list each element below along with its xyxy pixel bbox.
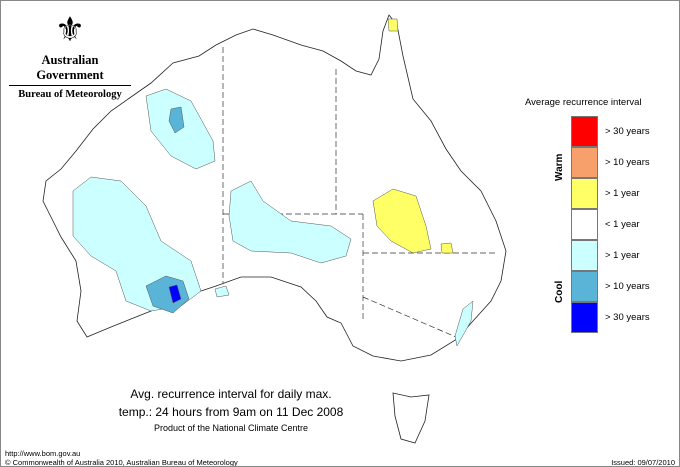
- bureau-name: Bureau of Meteorology: [9, 85, 131, 100]
- legend-swatch: [571, 209, 598, 240]
- footer-copyright: © Commonwealth of Australia 2010, Austra…: [5, 458, 238, 467]
- tasmania-outline: [392, 392, 430, 444]
- legend-swatch: [571, 271, 598, 302]
- legend-label: > 30 years: [605, 126, 650, 137]
- legend-title: Average recurrence interval: [525, 97, 642, 108]
- anomaly-areas: [72, 18, 474, 347]
- warm-area-wa-30yr: [168, 284, 182, 304]
- legend-warm-label: Warm: [554, 153, 565, 181]
- legend-label: > 10 years: [605, 281, 650, 292]
- legend-label: < 1 year: [605, 219, 640, 230]
- legend-swatch: [571, 302, 598, 333]
- legend-swatch: [571, 116, 598, 147]
- footer-url[interactable]: http://www.bom.gov.au: [5, 449, 81, 458]
- caption-line3: Product of the National Climate Centre: [153, 423, 309, 433]
- coat-of-arms-icon: ⚜: [54, 12, 86, 49]
- legend-label: > 1 year: [605, 250, 640, 261]
- caption-line1: Avg. recurrence interval for daily max.: [130, 387, 332, 401]
- cool-area-central: [228, 180, 352, 264]
- cool-area-small: [214, 285, 230, 298]
- cool-area-kimberley-10yr: [168, 106, 185, 134]
- legend-swatch: [571, 178, 598, 209]
- gov-name: Australian Government: [36, 53, 104, 82]
- legend-label: > 30 years: [605, 312, 650, 323]
- warm-area-qld: [372, 188, 432, 254]
- legend-label: > 10 years: [605, 157, 650, 168]
- legend-cool-label: Cool: [554, 280, 565, 303]
- legend-swatch: [571, 240, 598, 271]
- bom-logo: ⚜ Australian Government Bureau of Meteor…: [9, 11, 131, 100]
- cool-area-wa-10yr: [145, 275, 190, 314]
- warm-area-qld-small: [440, 242, 454, 254]
- caption-line2: temp.: 24 hours from 9am on 11 Dec 2008: [118, 405, 344, 419]
- warm-area-capeyork: [387, 18, 399, 32]
- cool-area-nsw-coast: [454, 300, 474, 347]
- legend-swatch: [571, 147, 598, 178]
- footer-issued: Issued: 09/07/2010: [611, 458, 675, 467]
- legend-label: > 1 year: [605, 188, 640, 199]
